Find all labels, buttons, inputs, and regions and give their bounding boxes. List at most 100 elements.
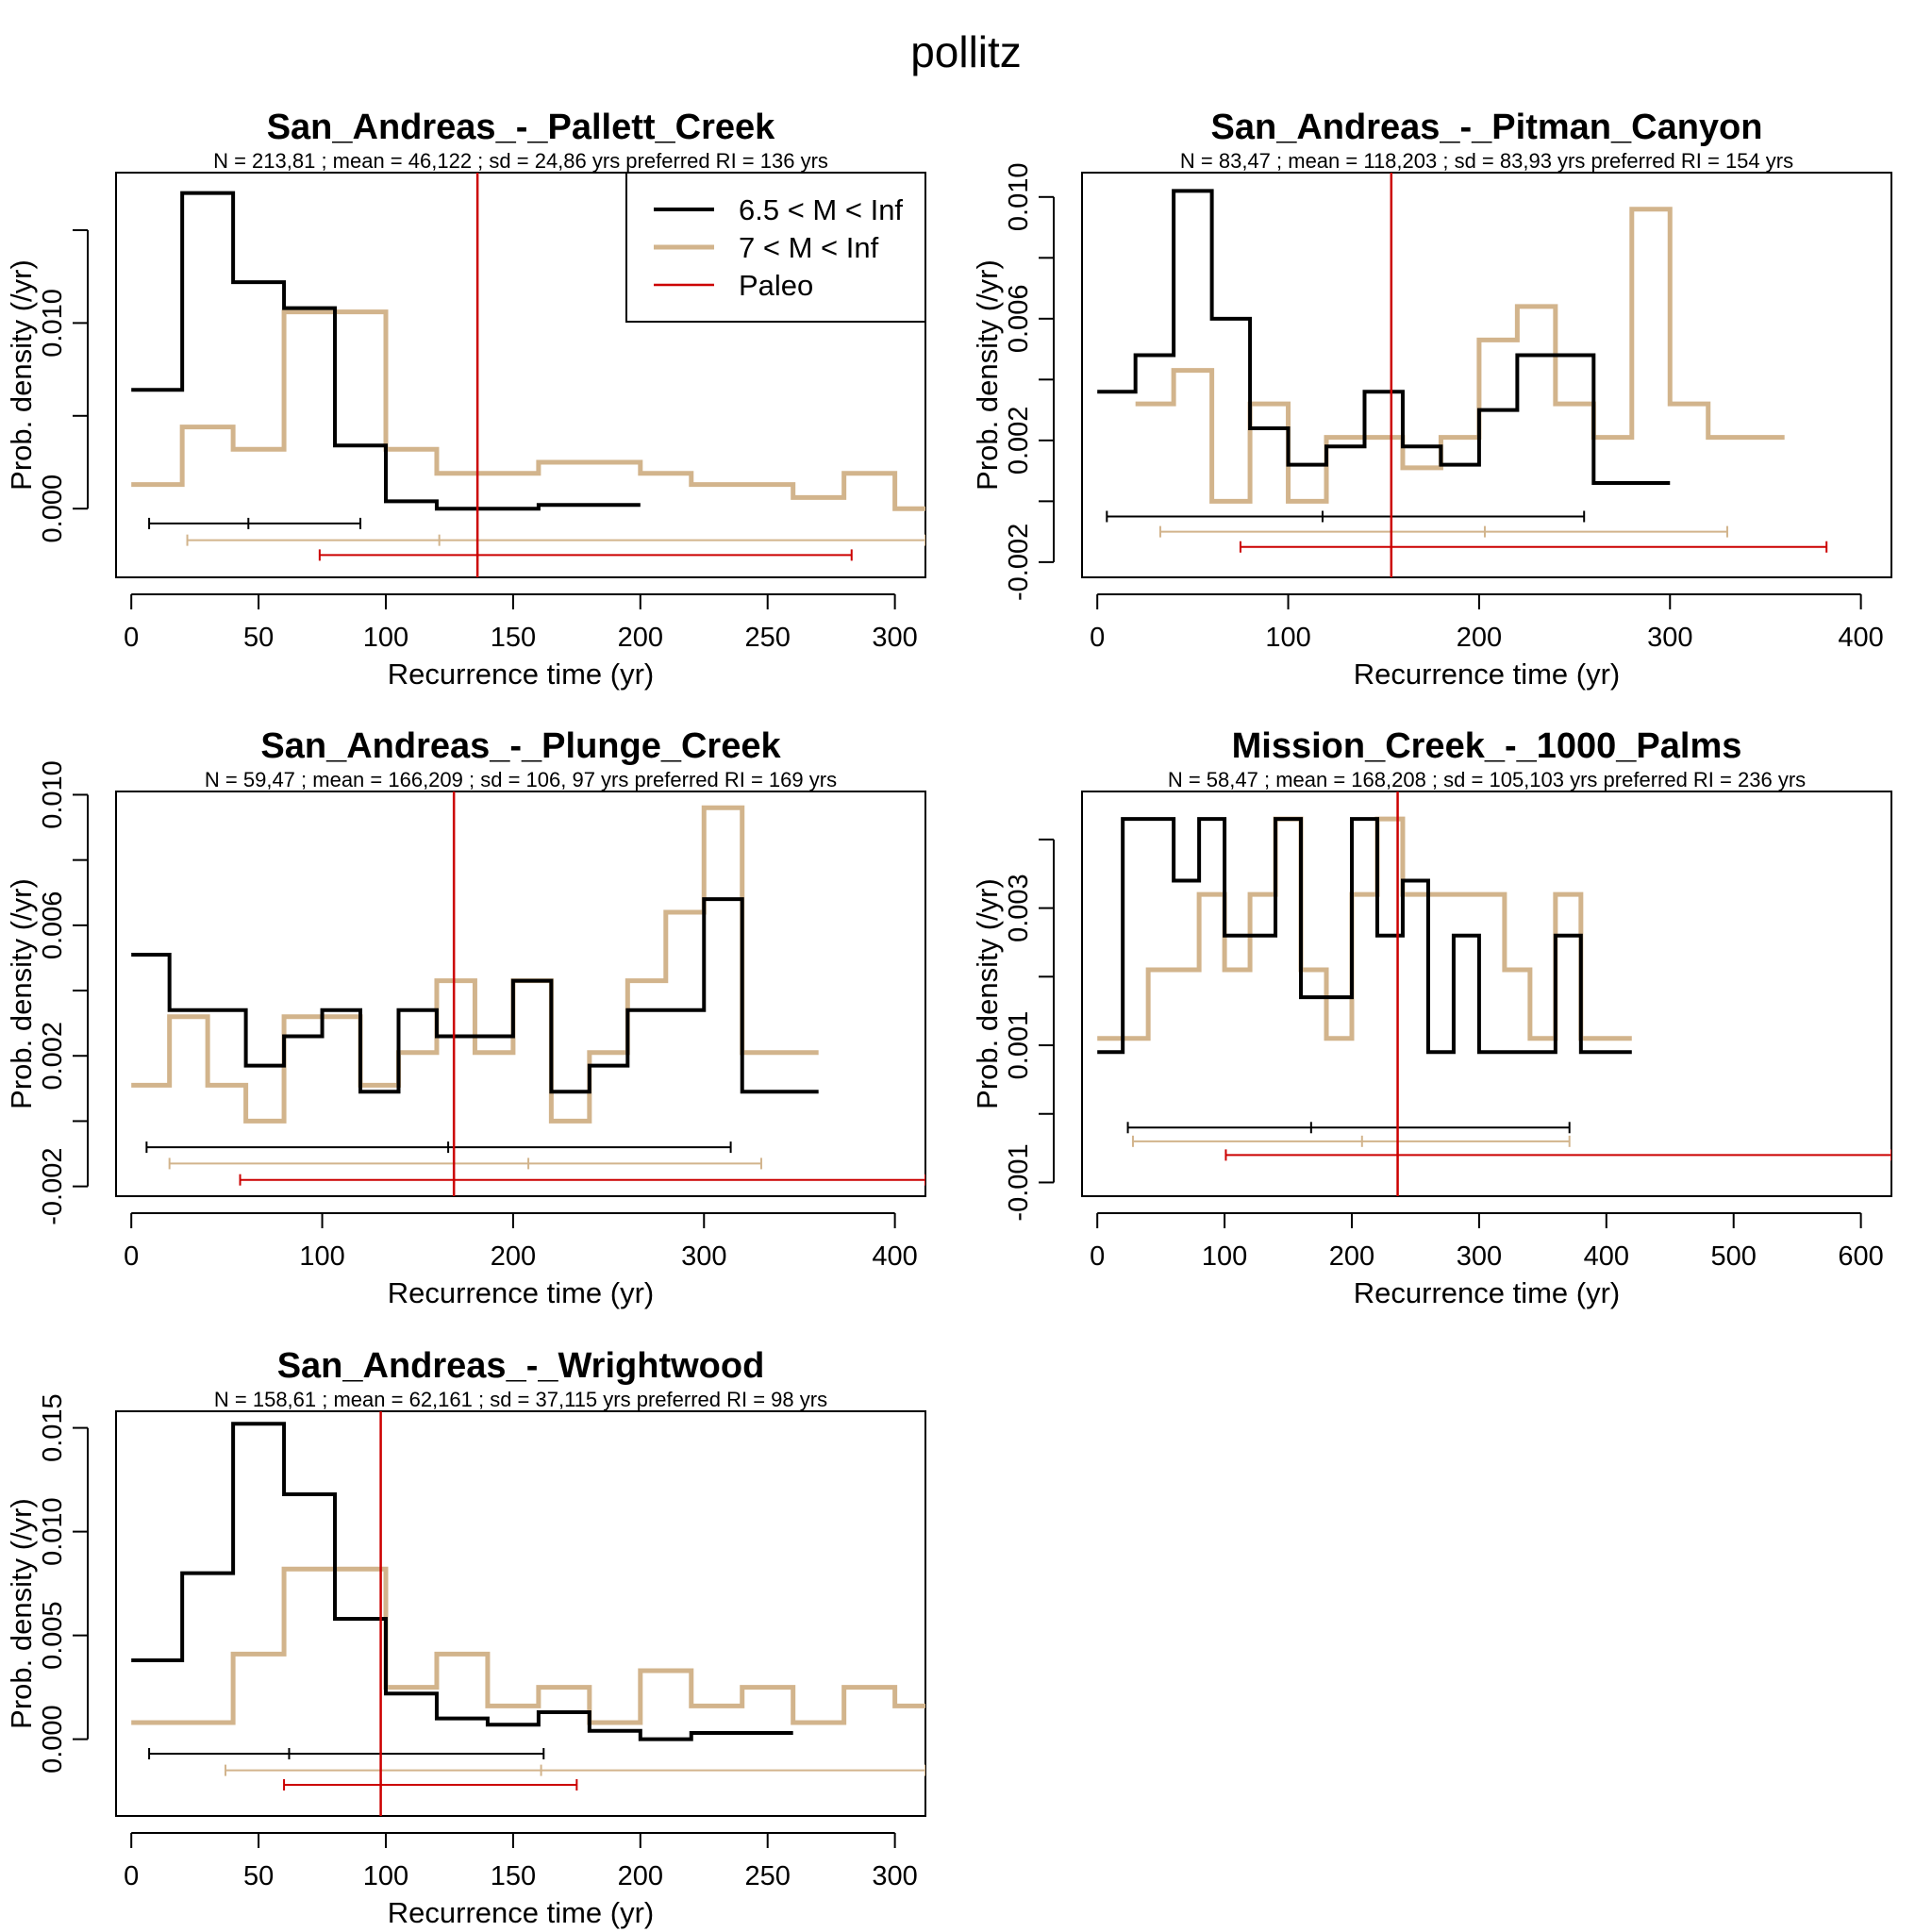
x-tick-label: 250 (745, 623, 791, 653)
interval-paleo (318, 549, 853, 561)
x-tick-label: 250 (745, 1861, 791, 1891)
x-axis: 0 100 200 300 400 Recurrence time (yr) (124, 1212, 918, 1309)
interval-m7 (1158, 525, 1728, 538)
x-tick-label: 200 (1329, 1241, 1374, 1272)
y-axis: -0.002 0.002 0.006 0.010 Prob. density (/yr) (5, 760, 89, 1225)
x-tick-label: 100 (299, 1241, 344, 1272)
x-tick-label: 300 (1647, 623, 1692, 653)
y-tick-label: 0.015 (38, 1393, 68, 1462)
x-axis-label: Recurrence time (yr) (388, 1276, 655, 1309)
x-axis: 0 100 200 300 400 Recurrence time (yr) (1090, 593, 1884, 691)
plot-area (131, 791, 925, 1196)
y-axis-label: Prob. density (/yr) (5, 259, 38, 491)
interval-m65 (145, 1141, 732, 1154)
panel-title: San_Andreas_-_Plunge_Creek (260, 726, 781, 766)
x-tick-label: 400 (1584, 1241, 1629, 1272)
y-tick-label: 0.010 (38, 1497, 68, 1566)
y-tick-label: 0.010 (38, 760, 68, 829)
interval-paleo (1239, 541, 1828, 553)
legend-label: 6.5 < M < Inf (739, 193, 903, 226)
interval-m7 (225, 1764, 925, 1776)
y-axis: 0.000 0.005 0.010 0.015 Prob. density (/yr) (5, 1393, 89, 1774)
y-tick-label: 0.000 (38, 1705, 68, 1774)
legend: 6.5 < M < Inf 7 < M < Inf Paleo (625, 172, 926, 323)
x-tick-label: 100 (363, 623, 408, 653)
x-tick-label: 600 (1838, 1241, 1883, 1272)
series-m65-step (131, 1422, 793, 1741)
y-tick-label: -0.002 (38, 1148, 68, 1225)
plot-area (131, 173, 925, 577)
panel-title: Mission_Creek_-_1000_Palms (1232, 726, 1742, 766)
x-tick-label: 0 (124, 1861, 139, 1891)
panel-stats: N = 83,47 ; mean = 118,203 ; sd = 83,93 … (1180, 149, 1793, 173)
series-m65-step (1097, 189, 1671, 486)
legend-label: 7 < M < Inf (739, 231, 879, 264)
y-tick-label: -0.001 (1004, 1143, 1034, 1221)
plot-area (1097, 791, 1891, 1196)
page-title: pollitz (910, 27, 1022, 76)
x-axis-label: Recurrence time (yr) (1354, 1276, 1621, 1309)
plot-frame (115, 791, 926, 1197)
x-tick-label: 100 (363, 1861, 408, 1891)
series-m7-step (1135, 207, 1785, 504)
x-tick-label: 200 (491, 1241, 536, 1272)
y-tick-label: 0.001 (1004, 1011, 1034, 1080)
x-tick-label: 0 (124, 623, 139, 653)
interval-m65 (1106, 510, 1586, 523)
x-tick-label: 50 (243, 1861, 274, 1891)
series-m65-step (131, 191, 641, 511)
y-tick-label: 0.000 (38, 475, 68, 543)
series-m7-step (131, 1566, 925, 1725)
x-axis-label: Recurrence time (yr) (388, 658, 655, 691)
x-axis: 0 50 100 150 200 250 300 Recurrence time (yr) (124, 593, 918, 691)
x-tick-label: 200 (618, 623, 663, 653)
series-m7-step (131, 805, 819, 1124)
y-tick-label: 0.002 (1004, 407, 1034, 475)
plot-area (131, 1411, 925, 1816)
plot-area (1097, 173, 1828, 577)
x-tick-label: 400 (1838, 623, 1883, 653)
interval-m65 (1126, 1122, 1571, 1134)
panel-title: San_Andreas_-_Wrightwood (277, 1346, 765, 1386)
legend-label: Paleo (739, 269, 813, 302)
panel-stats: N = 213,81 ; mean = 46,122 ; sd = 24,86 … (213, 149, 828, 173)
x-tick-label: 50 (243, 623, 274, 653)
y-tick-label: 0.006 (38, 891, 68, 960)
series-m7-step (131, 309, 925, 511)
x-axis-label: Recurrence time (yr) (1354, 658, 1621, 691)
interval-m65 (148, 1748, 545, 1759)
panel-title: San_Andreas_-_Pitman_Canyon (1211, 108, 1763, 147)
x-tick-label: 500 (1711, 1241, 1757, 1272)
x-tick-label: 0 (1090, 623, 1105, 653)
plot-frame (115, 172, 926, 578)
y-tick-label: 0.010 (1004, 163, 1034, 232)
x-tick-label: 300 (872, 1861, 917, 1891)
x-tick-label: 150 (491, 623, 536, 653)
y-tick-label: -0.002 (1004, 524, 1034, 601)
x-tick-label: 400 (872, 1241, 917, 1272)
interval-m65 (148, 517, 362, 529)
y-axis-label: Prob. density (/yr) (5, 878, 38, 1109)
y-tick-label: 0.006 (1004, 285, 1034, 354)
x-tick-label: 0 (1090, 1241, 1105, 1272)
interval-paleo (1224, 1149, 1891, 1161)
y-tick-label: 0.005 (38, 1601, 68, 1670)
x-tick-label: 200 (618, 1861, 663, 1891)
x-axis-label: Recurrence time (yr) (388, 1896, 655, 1929)
y-axis-label: Prob. density (/yr) (971, 259, 1004, 491)
x-tick-label: 300 (872, 623, 917, 653)
interval-m7 (168, 1158, 762, 1170)
panel-title: San_Andreas_-_Pallett_Creek (267, 108, 775, 147)
interval-paleo (239, 1174, 925, 1186)
x-axis: 0 100 200 300 400 500 600 Recurrence time (yr) (1090, 1212, 1884, 1309)
x-tick-label: 0 (124, 1241, 139, 1272)
panel-stats: N = 158,61 ; mean = 62,161 ; sd = 37,115… (214, 1388, 827, 1411)
interval-m7 (1131, 1135, 1571, 1147)
